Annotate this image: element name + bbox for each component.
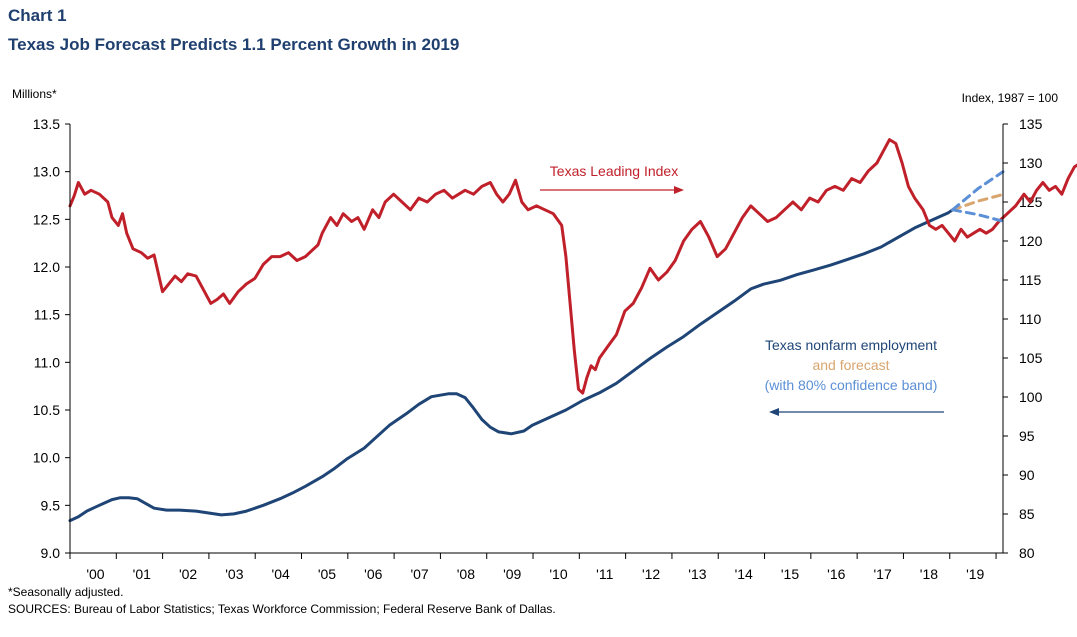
chart-number: Chart 1 bbox=[8, 6, 67, 25]
x-tick-label: '15 bbox=[781, 566, 799, 582]
right-tick-label: 120 bbox=[1019, 233, 1043, 249]
employment-arrow-head bbox=[769, 408, 779, 416]
employment-line bbox=[68, 208, 955, 523]
right-axis-label: Index, 1987 = 100 bbox=[962, 91, 1059, 105]
band-upper-line bbox=[951, 170, 1005, 212]
left-tick-label: 11.5 bbox=[34, 307, 60, 323]
forecast-label: and forecast bbox=[812, 357, 889, 373]
left-axis-label: Millions* bbox=[12, 87, 57, 101]
left-tick-label: 13.5 bbox=[33, 116, 60, 132]
leading-index-annotation: Texas Leading Index bbox=[540, 163, 684, 194]
x-tick-label: '10 bbox=[549, 566, 567, 582]
right-tick-label: 85 bbox=[1019, 506, 1035, 522]
left-axis: 9.0 9.5 10.0 10.5 11.0 11.5 12.0 12.5 13.0 13.5 bbox=[33, 116, 70, 561]
sources-note: SOURCES: Bureau of Labor Statistics; Tex… bbox=[8, 602, 556, 616]
leading-index-label: Texas Leading Index bbox=[550, 163, 678, 179]
leading-index-arrow-head bbox=[674, 186, 684, 194]
left-tick-label: 9.0 bbox=[41, 545, 61, 561]
x-tick-label: '00 bbox=[86, 566, 104, 582]
x-tick-label: '09 bbox=[503, 566, 521, 582]
x-tick-label: '04 bbox=[272, 566, 290, 582]
x-tick-label: '05 bbox=[318, 566, 336, 582]
band-lower-line bbox=[951, 208, 1005, 223]
forecast-line bbox=[951, 193, 1005, 212]
x-tick-label: '03 bbox=[225, 566, 243, 582]
right-tick-label: 130 bbox=[1019, 155, 1043, 171]
right-tick-label: 90 bbox=[1019, 467, 1035, 483]
leading-index-line bbox=[68, 138, 1077, 395]
confidence-band-label: (with 80% confidence band) bbox=[765, 377, 938, 393]
x-tick-label: '02 bbox=[179, 566, 197, 582]
x-tick-label: '18 bbox=[920, 566, 938, 582]
x-tick-label: '12 bbox=[642, 566, 660, 582]
right-tick-label: 135 bbox=[1019, 116, 1043, 132]
left-tick-label: 13.0 bbox=[33, 164, 60, 180]
right-tick-label: 100 bbox=[1019, 389, 1043, 405]
left-tick-label: 10.5 bbox=[33, 402, 60, 418]
footnote: *Seasonally adjusted. bbox=[8, 585, 124, 599]
x-tick-label: '07 bbox=[410, 566, 428, 582]
right-tick-label: 105 bbox=[1019, 350, 1043, 366]
left-tick-label: 10.0 bbox=[33, 450, 60, 466]
x-tick-label: '19 bbox=[966, 566, 984, 582]
x-tick-label: '17 bbox=[873, 566, 891, 582]
left-tick-label: 11.0 bbox=[34, 354, 60, 370]
x-tick-label: '08 bbox=[457, 566, 475, 582]
right-tick-label: 95 bbox=[1019, 428, 1035, 444]
x-tick-label: '14 bbox=[735, 566, 753, 582]
left-tick-label: 9.5 bbox=[41, 497, 61, 513]
left-tick-label: 12.0 bbox=[33, 259, 60, 275]
right-tick-label: 110 bbox=[1019, 311, 1042, 327]
x-tick-label: '01 bbox=[133, 566, 151, 582]
employment-annotation: Texas nonfarm employment and forecast (w… bbox=[765, 337, 944, 416]
chart-title: Texas Job Forecast Predicts 1.1 Percent … bbox=[8, 35, 460, 54]
x-tick-label: '06 bbox=[364, 566, 382, 582]
right-tick-label: 115 bbox=[1019, 272, 1042, 288]
x-axis: '00 '01 '02 '03 '04 '05 '06 '07 '08 '09 '10 '11 '12 '… bbox=[69, 553, 997, 582]
right-tick-label: 80 bbox=[1019, 545, 1035, 561]
left-tick-label: 12.5 bbox=[33, 211, 60, 227]
x-tick-label: '11 bbox=[596, 566, 613, 582]
series-layer bbox=[68, 138, 1077, 523]
x-tick-label: '16 bbox=[827, 566, 845, 582]
x-tick-label: '13 bbox=[688, 566, 706, 582]
employment-label: Texas nonfarm employment bbox=[765, 337, 937, 353]
